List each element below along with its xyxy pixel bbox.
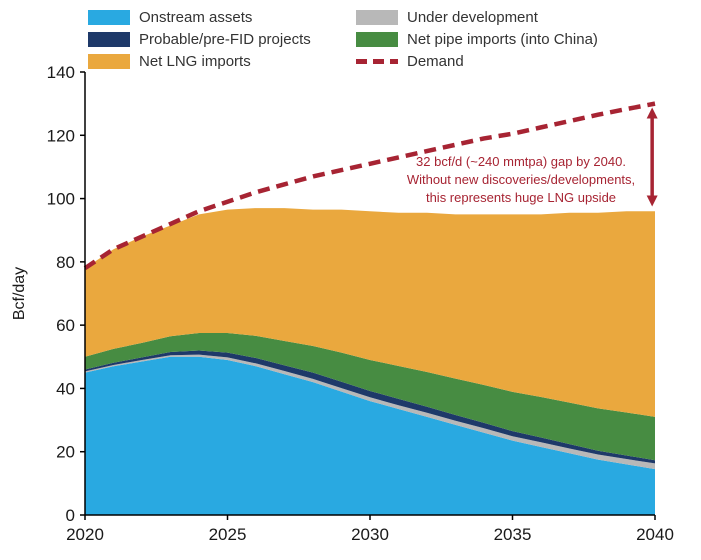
- chart-legend: Onstream assets Under development Probab…: [88, 7, 656, 71]
- gap-arrow-head-down: [646, 195, 658, 207]
- legend-label: Under development: [407, 8, 538, 26]
- y-tick-label: 140: [47, 63, 75, 82]
- y-axis-label: Bcf/day: [11, 267, 28, 320]
- under-development-swatch-icon: [356, 9, 398, 25]
- legend-label: Probable/pre-FID projects: [139, 30, 311, 48]
- net-pipe-imports-swatch-icon: [356, 31, 398, 47]
- y-tick-label: 20: [56, 443, 75, 462]
- x-tick-label: 2035: [494, 525, 532, 544]
- onstream-assets-swatch-icon: [88, 9, 130, 25]
- demand-dashed-line-swatch-icon: [356, 58, 398, 64]
- y-tick-label: 40: [56, 379, 75, 398]
- gap-annotation-line-1: 32 bcf/d (~240 mmtpa) gap by 2040.: [416, 154, 626, 169]
- x-tick-label: 2030: [351, 525, 389, 544]
- legend-label: Demand: [407, 52, 464, 70]
- legend-label: Onstream assets: [139, 8, 253, 26]
- net-lng-imports-swatch-icon: [88, 53, 130, 69]
- y-tick-label: 0: [66, 506, 75, 525]
- gap-annotation-line-3: this represents huge LNG upside: [425, 190, 617, 205]
- area-series-3: [85, 333, 655, 461]
- legend-item-demand: Demand: [356, 51, 656, 71]
- demand-line: [83, 101, 656, 271]
- x-tick-label: 2040: [636, 525, 674, 544]
- area-series-4: [85, 208, 655, 417]
- legend-item-onstream-assets: Onstream assets: [88, 7, 356, 27]
- area-series-0: [85, 356, 655, 515]
- gap-annotation-line-2: Without new discoveries/developments,: [406, 172, 636, 187]
- legend-label: Net LNG imports: [139, 52, 251, 70]
- legend-label: Net pipe imports (into China): [407, 30, 598, 48]
- gap-arrow-head-up: [646, 107, 658, 119]
- legend-item-net-pipe-imports: Net pipe imports (into China): [356, 29, 656, 49]
- y-tick-label: 60: [56, 316, 75, 335]
- y-tick-label: 120: [47, 126, 75, 145]
- legend-item-under-development: Under development: [356, 7, 656, 27]
- area-series-1: [85, 354, 655, 470]
- y-tick-label: 100: [47, 190, 75, 209]
- legend-item-net-lng-imports: Net LNG imports: [88, 51, 356, 71]
- x-tick-label: 2025: [209, 525, 247, 544]
- y-tick-label: 80: [56, 253, 75, 272]
- legend-item-probable-pre-fid: Probable/pre-FID projects: [88, 29, 356, 49]
- gap-annotation: 32 bcf/d (~240 mmtpa) gap by 2040. Witho…: [396, 153, 646, 207]
- x-tick-label: 2020: [66, 525, 104, 544]
- area-series-2: [85, 350, 655, 464]
- probable-pre-fid-swatch-icon: [88, 31, 130, 47]
